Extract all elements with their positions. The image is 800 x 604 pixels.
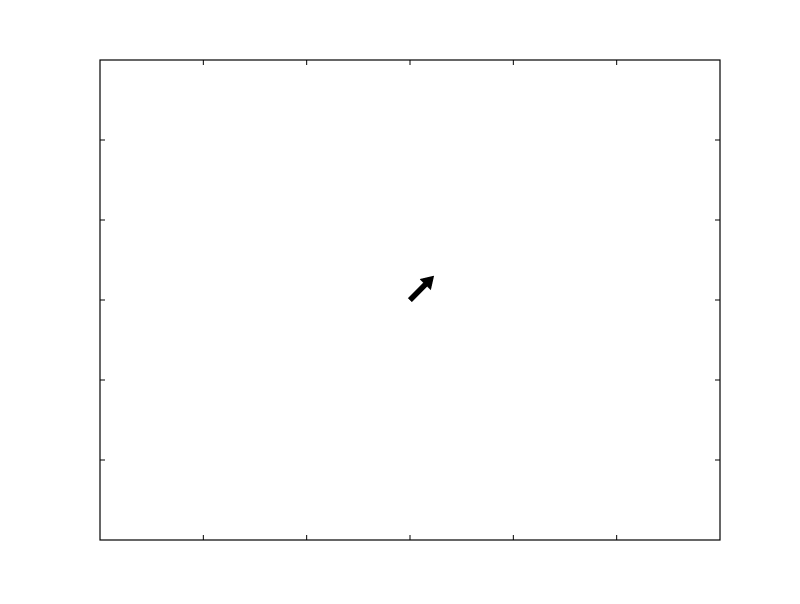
plot-area: [99, 59, 721, 541]
quiver-arrow: [407, 275, 435, 303]
